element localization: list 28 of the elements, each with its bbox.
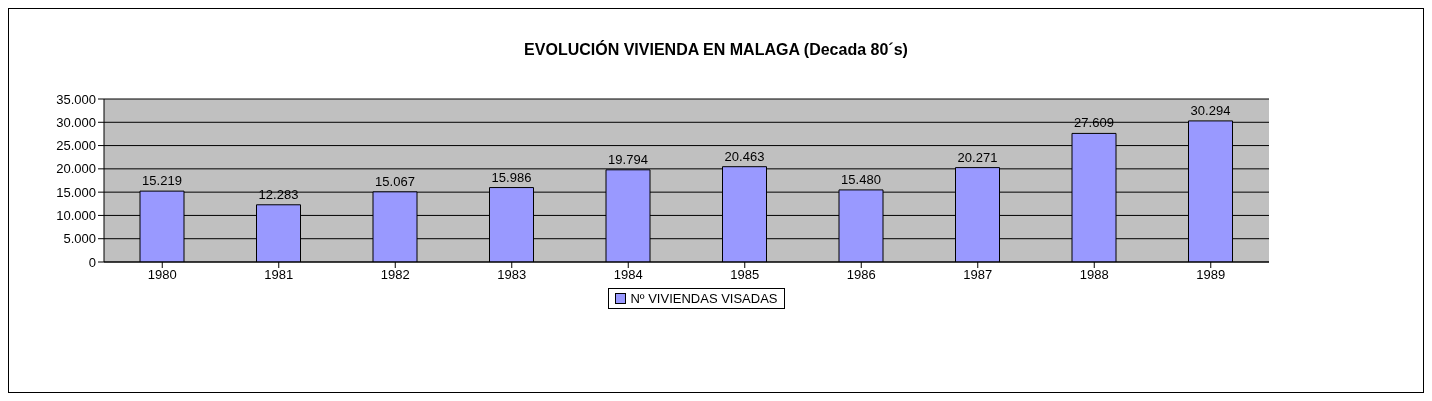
x-tick-label: 1987 — [963, 267, 993, 283]
x-tick-label: 1980 — [147, 267, 177, 283]
data-label: 15.067 — [375, 173, 415, 189]
x-tick-label: 1981 — [264, 267, 294, 283]
x-tick-label: 1984 — [613, 267, 643, 283]
y-tick-label: 25.000 — [56, 138, 96, 154]
data-label: 20.463 — [724, 148, 765, 164]
x-tick-label: 1989 — [1196, 267, 1226, 283]
x-tick-label: 1986 — [846, 267, 876, 283]
data-label: 19.794 — [608, 151, 648, 167]
legend-label: Nº VIVIENDAS VISADAS — [629, 291, 778, 306]
y-tick-label: 15.000 — [56, 184, 96, 200]
y-tick-label: 0 — [88, 254, 96, 270]
y-tick-label: 10.000 — [56, 208, 96, 224]
data-label: 20.271 — [957, 149, 998, 165]
y-tick-label: 5.000 — [63, 231, 96, 247]
x-tick-label: 1982 — [380, 267, 410, 283]
x-tick-label: 1988 — [1079, 267, 1109, 283]
y-tick-label: 30.000 — [56, 114, 96, 130]
chart-title: EVOLUCIÓN VIVIENDA EN MALAGA (Decada 80´s) — [523, 39, 909, 59]
data-label: 30.294 — [1190, 102, 1231, 118]
x-tick-label: 1983 — [497, 267, 527, 283]
data-label: 15.986 — [491, 169, 532, 185]
data-label: 15.219 — [142, 173, 182, 189]
y-tick-label: 35.000 — [56, 91, 96, 107]
x-tick-label: 1985 — [730, 267, 760, 283]
data-label: 15.480 — [841, 171, 881, 187]
y-tick-label: 20.000 — [56, 161, 96, 177]
